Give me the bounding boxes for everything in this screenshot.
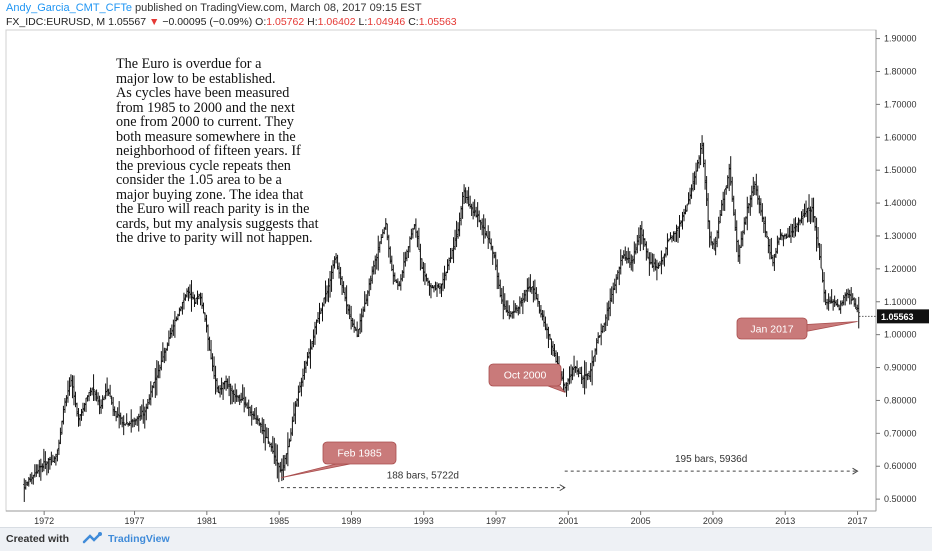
last-price-tag [877, 309, 929, 324]
time-tick-label: 2009 [703, 516, 723, 526]
price-change: −0.00095 (−0.09%) [162, 16, 253, 28]
callout-label: Oct 2000 [504, 370, 547, 382]
time-tick-label: 2017 [848, 516, 868, 526]
price-tick-label: 1.90000 [884, 34, 917, 44]
time-tick-label: 1993 [414, 516, 434, 526]
last-price-label: 1.05563 [881, 312, 914, 322]
time-tick-label: 2013 [775, 516, 795, 526]
low-value: 1.04946 [367, 16, 406, 28]
time-axis[interactable]: 1972 1977 1981 1985 1989 1993 1997 2001 2005 2009… [34, 511, 868, 526]
time-tick-label: 2001 [558, 516, 578, 526]
price-axis[interactable]: 0.50000 0.60000 0.70000 0.80000 0.90000 1.000… [876, 34, 917, 505]
time-tick-label: 1997 [486, 516, 506, 526]
created-with-label: Created with [6, 533, 70, 545]
price-tick-label: 0.70000 [884, 428, 917, 438]
price-tick-label: 1.40000 [884, 198, 917, 208]
price-tick-label: 1.60000 [884, 132, 917, 142]
price-tick-label: 1.00000 [884, 330, 917, 340]
last-price: 1.05567 [108, 16, 147, 28]
time-tick-label: 1981 [197, 516, 217, 526]
callout-box[interactable] [488, 363, 562, 387]
price-tick-label: 0.60000 [884, 461, 917, 471]
time-tick-label: 1989 [341, 516, 361, 526]
low-label: L: [358, 16, 368, 28]
price-tick-label: 0.50000 [884, 494, 917, 504]
tradingview-logo-icon [82, 532, 102, 544]
price-chart[interactable]: 0.50000 0.60000 0.70000 0.80000 0.90000 1.000… [0, 0, 932, 527]
price-tick-label: 0.80000 [884, 395, 917, 405]
time-tick-label: 1977 [125, 516, 145, 526]
price-tick-label: 0.90000 [884, 363, 917, 373]
publish-line: Andy_Garcia_CMT_CFTe published on Tradin… [6, 2, 422, 14]
callout-box[interactable] [322, 441, 397, 465]
measure-label: 188 bars, 5722d [387, 471, 459, 482]
plot-area[interactable] [5, 29, 877, 512]
measure-arrow-icon [559, 484, 566, 492]
close-label: C: [408, 16, 419, 28]
published-text: published on TradingView.com, March 08, … [135, 2, 422, 14]
open-label: O: [255, 16, 267, 28]
price-tick-label: 1.30000 [884, 231, 917, 241]
analysis-note: The Euro is overdue for a major low to b… [116, 56, 319, 246]
high-value: 1.06402 [317, 16, 356, 28]
measure-label: 195 bars, 5936d [675, 454, 747, 465]
measure-arrow-icon [852, 467, 859, 475]
time-tick-label: 2005 [631, 516, 651, 526]
open-value: 1.05762 [266, 16, 305, 28]
footer-bar: Created with TradingView [0, 527, 932, 551]
time-tick-label: 1972 [34, 516, 54, 526]
callout-box[interactable] [736, 317, 808, 340]
last-price-marker: 1.05563 [859, 309, 929, 324]
chart-header: Andy_Garcia_CMT_CFTe published on Tradin… [0, 0, 932, 30]
author-link[interactable]: Andy_Garcia_CMT_CFTe [6, 2, 132, 14]
callout-label: Feb 1985 [337, 448, 382, 460]
high-label: H: [307, 16, 318, 28]
callout-label: Jan 2017 [750, 324, 793, 336]
price-tick-label: 1.80000 [884, 66, 917, 76]
date-callouts: Feb 1985 Oct 2000 Jan 2017 [280, 317, 858, 479]
tradingview-brand[interactable]: TradingView [108, 533, 170, 545]
symbol-label[interactable]: FX_IDC:EURUSD, M [6, 16, 106, 28]
price-tick-label: 1.70000 [884, 99, 917, 109]
bar-count-measures: 188 bars, 5722d 195 bars, 5936d [280, 454, 859, 492]
price-tick-label: 1.10000 [884, 297, 917, 307]
ohlc-bars [23, 135, 860, 502]
symbol-line: FX_IDC:EURUSD, M 1.05567 ▼ −0.00095 (−0.… [6, 16, 457, 28]
down-arrow-icon: ▼ [149, 16, 160, 28]
price-tick-label: 1.20000 [884, 264, 917, 274]
time-tick-label: 1985 [269, 516, 289, 526]
price-tick-label: 1.50000 [884, 165, 917, 175]
close-value: 1.05563 [418, 16, 457, 28]
